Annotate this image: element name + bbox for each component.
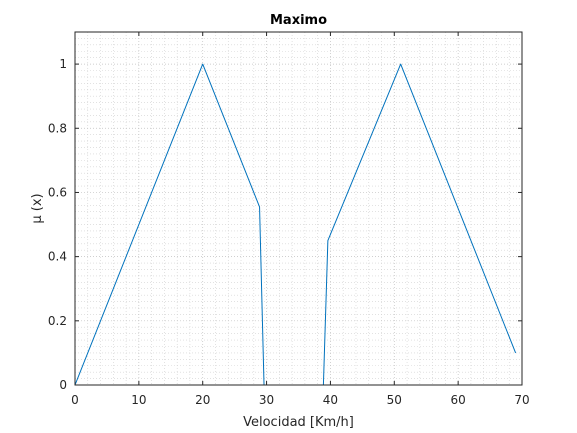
x-tick-label: 40 (323, 393, 338, 407)
x-tick-label: 60 (451, 393, 466, 407)
x-tick-label: 10 (131, 393, 146, 407)
chart-title: Maximo (270, 13, 327, 28)
y-tick-label: 0 (59, 378, 67, 392)
y-tick-label: 1 (59, 57, 67, 71)
x-tick-label: 50 (387, 393, 402, 407)
y-tick-label: 0.8 (48, 121, 67, 135)
y-tick-label: 0.6 (48, 185, 67, 199)
x-axis-label: Velocidad [Km/h] (243, 415, 354, 430)
plot-area (75, 32, 522, 385)
y-tick-label: 0.2 (48, 314, 67, 328)
x-tick-label: 0 (71, 393, 79, 407)
x-tick-label: 20 (195, 393, 210, 407)
x-tick-label: 70 (514, 393, 529, 407)
y-tick-label: 0.4 (48, 250, 67, 264)
x-tick-label: 30 (259, 393, 274, 407)
y-axis-label: μ (x) (30, 193, 45, 223)
